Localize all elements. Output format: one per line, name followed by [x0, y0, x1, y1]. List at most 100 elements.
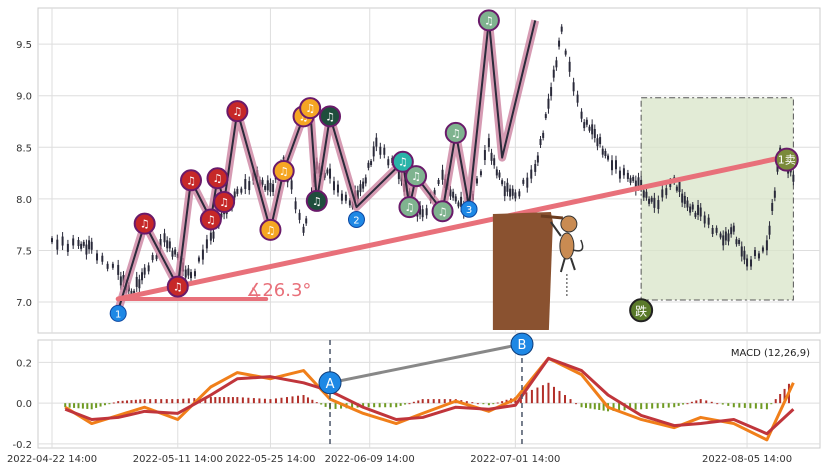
macd-histogram-bar	[378, 403, 381, 408]
price-candle-body	[340, 193, 343, 201]
macd-histogram-bar	[618, 403, 621, 411]
cliff-shape	[492, 212, 553, 330]
price-candle-body	[441, 169, 444, 180]
price-candle-body	[248, 181, 251, 191]
macd-histogram-bar	[695, 400, 698, 404]
price-candle-body	[640, 179, 643, 188]
monkey-legs	[559, 257, 576, 273]
price-candle-body	[511, 188, 514, 196]
macd-histogram-bar	[505, 399, 508, 404]
price-candle-body	[184, 269, 187, 278]
macd-histogram-bar	[340, 403, 343, 409]
price-candle-body	[536, 155, 539, 163]
price-candle-body	[201, 249, 204, 260]
macd-histogram-bar	[252, 398, 255, 404]
price-y-tick-label: 7.5	[16, 246, 32, 257]
price-candle-body	[518, 191, 521, 197]
price-candle-body	[151, 255, 154, 261]
macd-histogram-bar	[384, 403, 387, 408]
price-candle-body	[166, 240, 169, 249]
price-candle-body	[433, 190, 436, 196]
macd-legend-label: MACD (12,26,9)	[731, 348, 810, 359]
note-glyph-icon: ♫	[266, 224, 276, 237]
price-y-tick-label: 9.0	[16, 92, 32, 103]
price-candle-body	[449, 189, 452, 197]
macd-histogram-bar	[108, 403, 111, 405]
price-candle-body	[264, 185, 267, 190]
price-candle-body	[171, 250, 174, 257]
macd-histogram-bar	[699, 399, 702, 404]
wave-number-marker	[109, 304, 127, 322]
note-glyph-icon: ♫	[484, 14, 494, 27]
divergence-point-label: A	[326, 377, 335, 392]
divergence-point-label: B	[518, 338, 527, 353]
macd-histogram-bar	[149, 399, 152, 404]
macd-histogram-bar	[223, 397, 226, 404]
macd-histogram-bar	[432, 399, 435, 404]
macd-histogram-bar	[438, 399, 441, 404]
macd-histogram-bar	[449, 399, 452, 404]
macd-histogram-bar	[165, 399, 168, 404]
price-candle-body	[697, 204, 700, 215]
note-glyph-icon: ♫	[411, 170, 421, 183]
macd-histogram-bar	[73, 403, 76, 408]
macd-histogram-bar	[269, 399, 272, 404]
note-glyph-icon: ♫	[405, 201, 415, 214]
price-candle-body	[51, 238, 53, 243]
price-candle-body	[80, 243, 83, 249]
macd-histogram-bar	[320, 403, 323, 405]
price-candle-body	[298, 212, 301, 220]
macd-histogram-bar	[187, 398, 190, 404]
fall-marker	[629, 298, 654, 323]
price-candle-body	[375, 137, 378, 147]
macd-histogram-bar	[564, 395, 567, 404]
macd-y-tick-label: -0.2	[12, 440, 32, 451]
price-candle-body	[568, 61, 571, 72]
trend-line	[115, 154, 790, 302]
x-tick-label: 2022-06-09 14:00	[325, 454, 415, 465]
price-candle-body	[457, 202, 460, 207]
price-candle-body	[588, 126, 591, 131]
macd-histogram-bar	[404, 403, 407, 405]
macd-histogram-bar	[593, 403, 596, 410]
macd-dif-line	[64, 356, 795, 442]
macd-histogram-bar	[227, 397, 230, 404]
macd-histogram-bar	[677, 403, 680, 406]
macd-histogram-bar	[662, 403, 665, 408]
price-candle-body	[356, 190, 359, 200]
macd-histogram-bar	[598, 403, 601, 410]
price-candle-body	[771, 202, 774, 211]
price-candle-body	[452, 191, 455, 198]
price-candle-body	[155, 255, 158, 260]
price-candle-body	[272, 184, 275, 193]
price-candle-body	[555, 60, 558, 68]
price-candle-body	[642, 190, 645, 198]
price-candle-body	[773, 190, 776, 198]
price-candle-body	[539, 138, 542, 145]
macd-histogram-bar	[487, 403, 490, 406]
macd-histogram-bar	[315, 402, 318, 404]
note-glyph-icon: ♫	[312, 195, 322, 208]
price-candle-body	[558, 40, 561, 47]
price-candle-body	[501, 180, 504, 185]
price-candle-body	[626, 172, 629, 179]
price-candle-body	[498, 172, 501, 178]
macd-histogram-bar	[673, 403, 676, 408]
price-candle-body	[490, 152, 493, 161]
macd-histogram-bar	[274, 398, 277, 404]
price-candle-body	[372, 146, 375, 157]
price-candle-body	[683, 195, 686, 204]
price-candle-body	[90, 241, 93, 250]
price-candle-body	[77, 239, 80, 246]
macd-histogram-bar	[471, 402, 474, 404]
price-candle-body	[735, 239, 738, 245]
price-candle-body	[665, 188, 668, 196]
macd-histogram-bar	[547, 382, 550, 404]
x-tick-label: 2022-08-05 14:00	[702, 454, 792, 465]
macd-histogram-bar	[492, 403, 495, 405]
note-marker-icon	[305, 189, 328, 212]
macd-histogram-bar	[351, 403, 354, 408]
macd-histogram-bar	[306, 397, 309, 404]
price-candle-body	[699, 207, 702, 217]
price-candle-body	[454, 196, 457, 202]
